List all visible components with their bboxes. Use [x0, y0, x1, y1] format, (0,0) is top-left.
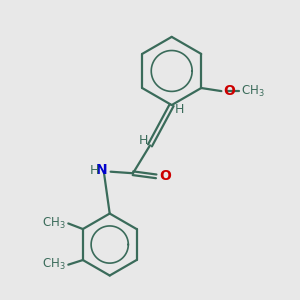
Text: CH$_3$: CH$_3$: [42, 257, 66, 272]
Text: O: O: [224, 84, 236, 98]
Text: H: H: [89, 164, 99, 177]
Text: N: N: [95, 163, 107, 177]
Text: H: H: [175, 103, 184, 116]
Text: CH$_3$: CH$_3$: [42, 216, 66, 231]
Text: CH$_3$: CH$_3$: [241, 84, 264, 99]
Text: O: O: [159, 169, 171, 183]
Text: H: H: [139, 134, 148, 147]
